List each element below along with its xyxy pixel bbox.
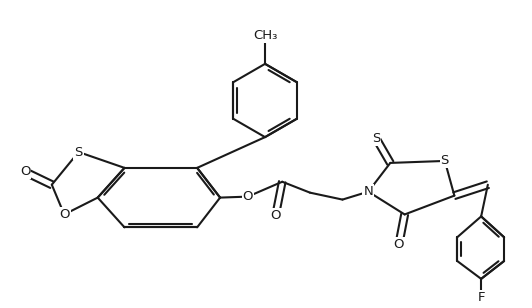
Text: S: S xyxy=(74,145,83,159)
Text: O: O xyxy=(394,238,404,251)
Text: O: O xyxy=(20,165,30,178)
Text: CH₃: CH₃ xyxy=(253,29,277,43)
Text: S: S xyxy=(372,132,380,145)
Text: F: F xyxy=(477,291,485,304)
Text: O: O xyxy=(59,208,70,221)
Text: N: N xyxy=(363,185,373,198)
Text: O: O xyxy=(243,190,253,203)
Text: S: S xyxy=(440,154,449,168)
Text: O: O xyxy=(270,209,281,222)
